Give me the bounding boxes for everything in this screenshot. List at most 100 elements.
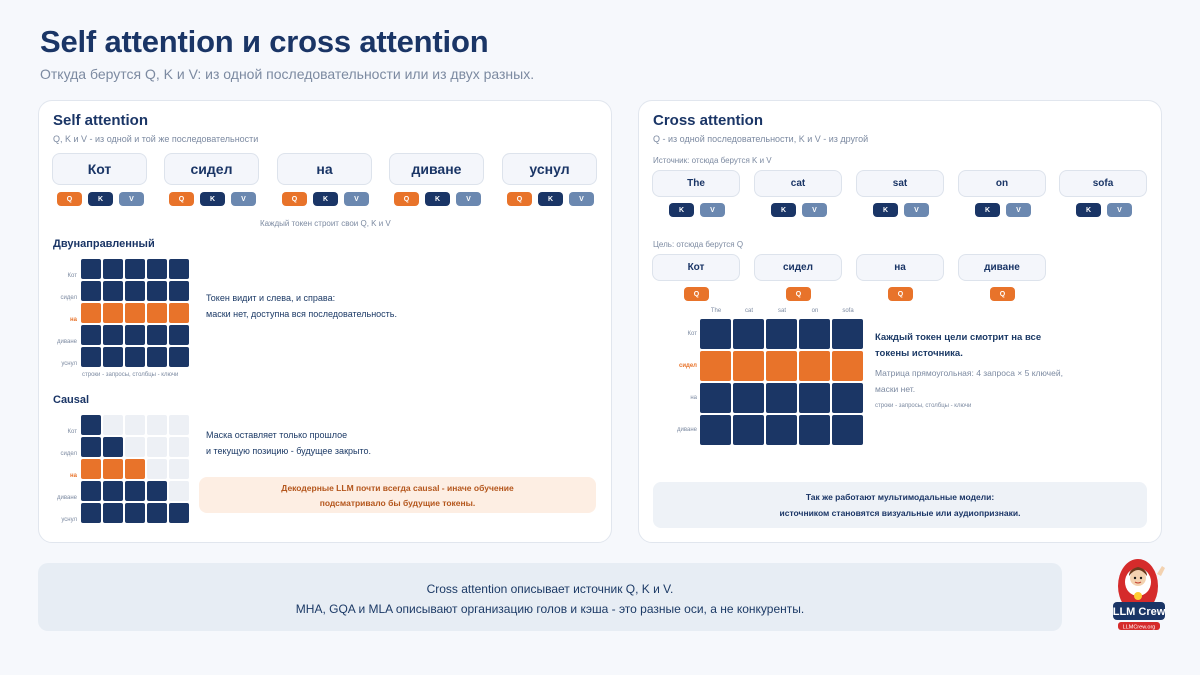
v-badge: V	[904, 203, 929, 217]
matrix-cell	[147, 503, 167, 523]
q-badge: Q	[57, 192, 82, 206]
kv-badges: K V	[771, 203, 827, 217]
self-token: сидел	[164, 153, 259, 185]
matrix-cell	[125, 281, 145, 301]
matrix-cell	[81, 459, 101, 479]
matrix-cell	[125, 347, 145, 367]
matrix-cell	[832, 383, 863, 413]
v-badge: V	[119, 192, 144, 206]
matrix-cell	[799, 383, 830, 413]
qkv-badges: Q K V	[282, 192, 369, 206]
matrix-col-label: The	[710, 308, 722, 314]
k-badge: K	[975, 203, 1000, 217]
q-badge: Q	[684, 287, 709, 301]
self-token: уснул	[502, 153, 597, 185]
matrix-cell	[799, 415, 830, 445]
matrix-cell	[733, 415, 764, 445]
target-token: на	[856, 254, 944, 281]
matrix-cell	[103, 437, 123, 457]
matrix-cell	[766, 415, 797, 445]
svg-text:LLM Crew: LLM Crew	[1113, 606, 1166, 618]
self-token: диване	[389, 153, 484, 185]
qkv-badges: Q K V	[169, 192, 256, 206]
source-token: sofa	[1059, 170, 1147, 197]
matrix-cell	[103, 325, 123, 345]
matrix-cell	[81, 325, 101, 345]
matrix-cell	[700, 351, 731, 381]
matrix-cell	[103, 303, 123, 323]
v-badge: V	[231, 192, 256, 206]
matrix-cell	[125, 325, 145, 345]
kv-badges: K V	[975, 203, 1031, 217]
matrix-row-label: Кот	[67, 273, 77, 279]
matrix-cell	[103, 415, 123, 435]
matrix-cell	[169, 415, 189, 435]
page-title: Self attention и cross attention	[40, 24, 489, 59]
k-badge: K	[313, 192, 338, 206]
matrix-cell	[81, 347, 101, 367]
kv-badges: K V	[1076, 203, 1132, 217]
q-badge: Q	[786, 287, 811, 301]
multimodal-info: Так же работают мультимодальные модели: …	[653, 482, 1147, 528]
matrix-cell	[103, 281, 123, 301]
q-badge: Q	[888, 287, 913, 301]
v-badge: V	[456, 192, 481, 206]
matrix-col-label: sat	[777, 308, 786, 314]
source-token: The	[652, 170, 740, 197]
q-badge: Q	[990, 287, 1015, 301]
q-badge: Q	[507, 192, 532, 206]
matrix-row-label: диване	[57, 339, 77, 345]
cross-matrix-description: Матрица прямоугольная: 4 запроса × 5 клю…	[875, 368, 1063, 394]
cross-description: Каждый токен цели смотрит на все токены …	[875, 332, 1042, 359]
k-badge: K	[1076, 203, 1101, 217]
matrix-cell	[169, 281, 189, 301]
causal-description: Маска оставляет только прошлое и текущую…	[206, 430, 372, 456]
target-token: сидел	[754, 254, 842, 281]
matrix-cell	[733, 383, 764, 413]
k-badge: K	[771, 203, 796, 217]
matrix-cell	[103, 503, 123, 523]
matrix-cell	[147, 259, 167, 279]
matrix-cell	[103, 259, 123, 279]
matrix-cell	[799, 319, 830, 349]
matrix-cell	[81, 437, 101, 457]
matrix-cell	[169, 459, 189, 479]
llm-crew-logo: LLM Crew LLMCrew.org	[1113, 559, 1166, 631]
qkv-badges: Q K V	[394, 192, 481, 206]
matrix-row-label: сидел	[60, 295, 78, 301]
matrix-cell	[799, 351, 830, 381]
bidirectional-matrix-note: строки - запросы, столбцы - ключи	[82, 372, 179, 378]
target-label: Цель: отсюда берутся Q	[653, 240, 744, 249]
q-badge-group: Q	[888, 287, 913, 301]
matrix-col-label: on	[811, 308, 819, 314]
matrix-cell	[766, 319, 797, 349]
matrix-cell	[169, 481, 189, 501]
matrix-cell	[733, 351, 764, 381]
matrix-cell	[125, 503, 145, 523]
matrix-cell	[81, 503, 101, 523]
q-badge: Q	[282, 192, 307, 206]
q-badge: Q	[169, 192, 194, 206]
k-badge: K	[538, 192, 563, 206]
cross-attention-title: Cross attention	[653, 112, 764, 129]
source-token: sat	[856, 170, 944, 197]
matrix-row-label: на	[690, 395, 697, 401]
matrix-cell	[81, 303, 101, 323]
cross-attention-subtitle: Q - из одной последовательности, K и V -…	[653, 134, 869, 144]
qkv-badges: Q K V	[507, 192, 594, 206]
matrix-cell	[169, 437, 189, 457]
bidirectional-description: Токен видит и слева, и справа: маски нет…	[206, 293, 397, 319]
matrix-cell	[169, 503, 189, 523]
k-badge: K	[669, 203, 694, 217]
matrix-cell	[169, 325, 189, 345]
matrix-cell	[125, 437, 145, 457]
matrix-cell	[147, 481, 167, 501]
self-attention-title: Self attention	[53, 112, 149, 129]
kv-badges: K V	[669, 203, 725, 217]
matrix-row-label: диване	[677, 427, 697, 433]
v-badge: V	[569, 192, 594, 206]
matrix-cell	[147, 459, 167, 479]
causal-title: Causal	[53, 394, 90, 406]
q-badge: Q	[394, 192, 419, 206]
q-badge-group: Q	[684, 287, 709, 301]
